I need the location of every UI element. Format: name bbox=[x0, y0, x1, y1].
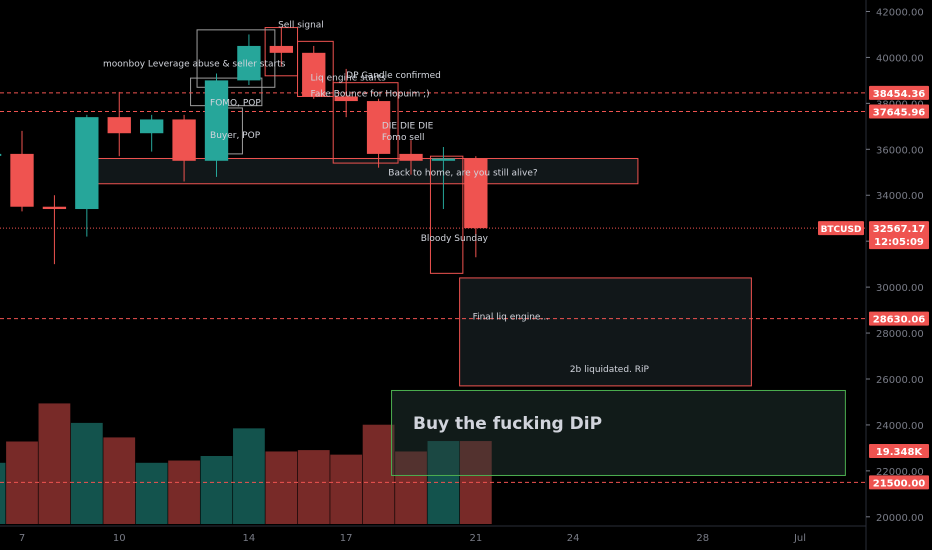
volume-bar bbox=[297, 450, 330, 524]
price-tick-label: 42000.00 bbox=[876, 7, 924, 18]
price-tick-label: 20000.00 bbox=[876, 513, 924, 524]
price-line-label: 38454.36 bbox=[873, 89, 926, 100]
volume-bar bbox=[38, 403, 71, 524]
annotation-box bbox=[332, 82, 399, 164]
symbol-tag-bg bbox=[818, 221, 864, 236]
price-tick-label: 26000.00 bbox=[876, 375, 924, 386]
candle-body bbox=[399, 153, 423, 161]
last-price-tag-bg bbox=[869, 221, 929, 250]
annotation-box bbox=[459, 277, 752, 387]
annotation-text: FOMO, POP bbox=[210, 99, 261, 109]
annotation-text: moonboy Leverage abuse & seller starts bbox=[103, 60, 286, 70]
annotation-text: Buyer, POP bbox=[210, 131, 261, 141]
price-tick-label: 34000.00 bbox=[876, 191, 924, 202]
time-tick-label: 28 bbox=[696, 533, 709, 544]
candle-body bbox=[237, 45, 261, 81]
candle-body bbox=[0, 153, 2, 156]
annotation-text: Final liq engine... bbox=[473, 312, 549, 322]
candle-body bbox=[366, 101, 391, 154]
countdown-label: 12:05:09 bbox=[874, 237, 924, 248]
volume-tag-bg bbox=[869, 444, 929, 458]
annotation-text: Fomo sell bbox=[382, 133, 425, 143]
symbol-tag: BTCUSD bbox=[821, 225, 862, 235]
price-line-label-bg bbox=[869, 104, 929, 119]
volume-bar bbox=[135, 462, 168, 524]
annotation-box bbox=[429, 155, 464, 274]
annotation-text: Fake Bounce for Hopuim ;) bbox=[311, 89, 430, 99]
candle-body bbox=[302, 52, 326, 97]
volume-bar bbox=[103, 437, 136, 524]
annotation-text: Bloody Sunday bbox=[421, 234, 489, 244]
annotation-text: DIE DIE DIE bbox=[382, 122, 434, 132]
last-price-label: 32567.17 bbox=[873, 224, 926, 235]
volume-bar bbox=[0, 462, 6, 524]
price-line-label-bg bbox=[869, 85, 929, 100]
time-tick-label: 10 bbox=[113, 533, 126, 544]
volume-bar bbox=[233, 428, 265, 524]
time-tick-label: 14 bbox=[243, 533, 256, 544]
buy-the-dip-label: Buy the fucking DiP bbox=[413, 414, 603, 434]
price-line-label: 28630.06 bbox=[873, 315, 926, 326]
candle-body bbox=[107, 117, 131, 134]
candle-body bbox=[464, 158, 488, 229]
annotation-box bbox=[196, 29, 276, 88]
price-tick-label: 40000.00 bbox=[876, 53, 924, 64]
volume-bar bbox=[330, 454, 363, 524]
volume-bar bbox=[265, 451, 298, 524]
volume-label: 19.348K bbox=[876, 447, 924, 458]
price-tick-label: 36000.00 bbox=[876, 145, 924, 156]
price-tick-label: 22000.00 bbox=[876, 467, 924, 478]
volume-bar bbox=[70, 422, 103, 524]
candle-body bbox=[10, 153, 34, 207]
candle-body bbox=[269, 45, 294, 53]
price-line-label: 37645.96 bbox=[873, 107, 926, 118]
volume-bar bbox=[362, 424, 395, 524]
price-tick-label: 24000.00 bbox=[876, 421, 924, 432]
time-tick-label: Jul bbox=[793, 533, 806, 544]
candle-body bbox=[139, 119, 164, 134]
annotation-text: Liq engine starts bbox=[311, 73, 387, 83]
candle-body bbox=[431, 158, 456, 161]
price-line-label: 21500.00 bbox=[873, 478, 926, 489]
annotation-text: Sell signal bbox=[278, 21, 324, 31]
price-line-label-bg bbox=[869, 475, 929, 490]
time-tick-label: 7 bbox=[19, 533, 25, 544]
time-tick-label: 21 bbox=[469, 533, 482, 544]
candle-body bbox=[75, 117, 99, 210]
candle-body bbox=[42, 206, 67, 210]
volume-bar bbox=[168, 460, 200, 524]
time-tick-label: 24 bbox=[567, 533, 580, 544]
annotation-text: Back to home, are you still alive? bbox=[388, 169, 538, 179]
annotation-text: DP Candle confirmed bbox=[346, 71, 441, 81]
candle-body bbox=[334, 96, 358, 102]
annotation-box bbox=[391, 389, 846, 476]
price-tick-label: 28000.00 bbox=[876, 329, 924, 340]
candle-body bbox=[204, 80, 229, 161]
volume-bar bbox=[395, 451, 427, 524]
price-tick-label: 30000.00 bbox=[876, 283, 924, 294]
price-line-label-bg bbox=[869, 311, 929, 326]
candle-body bbox=[172, 119, 196, 161]
annotation-text: 2b liquidated. RiP bbox=[570, 365, 650, 375]
volume-bar bbox=[200, 456, 233, 524]
time-tick-label: 17 bbox=[340, 533, 353, 544]
